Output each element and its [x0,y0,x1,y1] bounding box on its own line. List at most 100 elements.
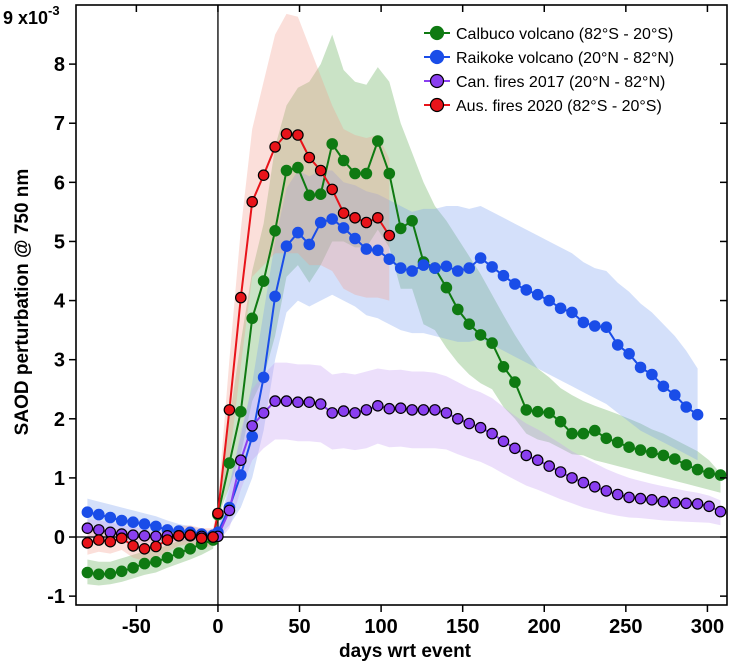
data-point [280,240,293,252]
data-point [235,469,247,481]
data-point [223,404,236,416]
data-point [81,566,94,579]
data-point [440,407,453,419]
data-point [138,529,151,542]
data-point [463,262,475,274]
data-point [531,405,544,418]
data-point [417,404,430,416]
data-point [223,457,236,469]
data-point [337,405,350,417]
data-point [509,278,521,290]
data-point [349,167,361,180]
data-point [292,129,304,141]
data-point [668,389,681,401]
data-point [314,398,327,410]
data-point [646,446,658,459]
y-tick-label: 8 [54,54,65,76]
data-point [577,476,590,489]
data-point [611,436,624,449]
data-point [115,514,128,527]
data-point [326,407,338,419]
data-point [93,524,105,536]
data-point [383,229,396,242]
data-point [394,402,407,414]
data-point [497,269,510,282]
data-point [486,337,498,349]
data-point [280,128,293,140]
data-point [383,402,396,415]
data-point [115,532,128,544]
data-point [269,225,281,237]
data-point [520,284,533,296]
data-point [337,222,350,234]
data-point [383,253,396,266]
series-markers [81,128,727,581]
data-point [554,466,567,478]
series-line-3 [87,132,391,550]
data-point [497,435,510,448]
data-point [577,316,590,329]
y-multiplier-exponent: -3 [48,3,60,18]
data-point [691,408,704,421]
data-point [588,320,601,332]
x-tick-label: 0 [212,616,223,638]
uncertainty-band-2 [87,362,721,544]
data-point [554,415,567,428]
y-tick-label: 6 [54,172,65,194]
plot-frame [75,4,728,606]
data-point [600,485,613,497]
data-point [269,290,281,303]
x-tick-label: 150 [446,616,479,638]
data-point [223,504,236,517]
data-point [360,167,373,180]
data-point [280,164,293,177]
data-point [150,520,162,533]
data-point [292,226,304,239]
data-point [703,500,715,513]
data-point [451,303,464,316]
data-point [104,567,117,580]
data-point [486,427,498,440]
data-point [184,542,196,555]
legend-label-0: Calbuco volcano (82°S - 20°S) [456,26,673,43]
data-point [703,467,715,479]
data-point [326,213,338,225]
legend-label-3: Aus. fires 2020 (82°S - 20°S) [456,98,662,115]
data-point [127,529,139,541]
x-tick-label: 200 [528,616,561,638]
data-point [531,288,544,301]
y-tick-label: 4 [54,291,66,313]
data-point [371,135,384,147]
y-multiplier-prefix: 9 x10 [3,8,48,28]
legend-marker-0 [429,25,445,41]
data-point [257,407,270,419]
data-point [246,420,258,432]
data-point [440,281,453,294]
data-point [371,212,384,224]
data-point [150,530,162,543]
data-point [668,453,681,465]
data-point [486,261,498,273]
data-point [509,376,521,388]
data-point [600,432,613,445]
data-point [680,459,692,471]
data-point [509,442,521,455]
uncertainty-bands [87,13,721,586]
data-point [634,492,647,505]
data-point [531,454,544,466]
data-point [280,395,293,407]
data-point [634,361,647,374]
data-point [257,371,270,384]
data-point [623,491,635,504]
data-point [303,238,316,251]
data-point [246,430,258,443]
data-point [371,244,384,257]
data-point [657,380,670,393]
uncertainty-band-0 [87,34,721,586]
y-axis-title: SAOD perturbation @ 750 nm [12,169,33,436]
data-point [429,404,441,416]
x-tick-label: -50 [122,616,151,638]
data-point [474,421,487,434]
data-point [451,265,464,277]
data-point [314,164,327,177]
